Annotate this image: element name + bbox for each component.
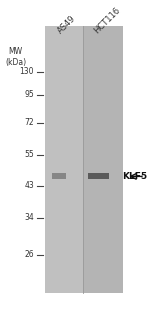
Bar [52,173,66,180]
Text: 72: 72 [24,118,34,127]
Text: AS49: AS49 [56,13,78,35]
Text: 26: 26 [24,250,34,259]
Text: HCT116: HCT116 [92,5,122,35]
Bar [45,26,123,293]
Bar [45,26,83,293]
Text: KLF5: KLF5 [122,172,147,181]
Text: 34: 34 [24,213,34,222]
Text: MW
(kDa): MW (kDa) [5,47,26,67]
Text: 43: 43 [24,181,34,190]
Text: 55: 55 [24,150,34,159]
Text: 95: 95 [24,91,34,100]
Text: 130: 130 [20,68,34,76]
Bar [88,173,109,180]
Bar [83,26,123,293]
